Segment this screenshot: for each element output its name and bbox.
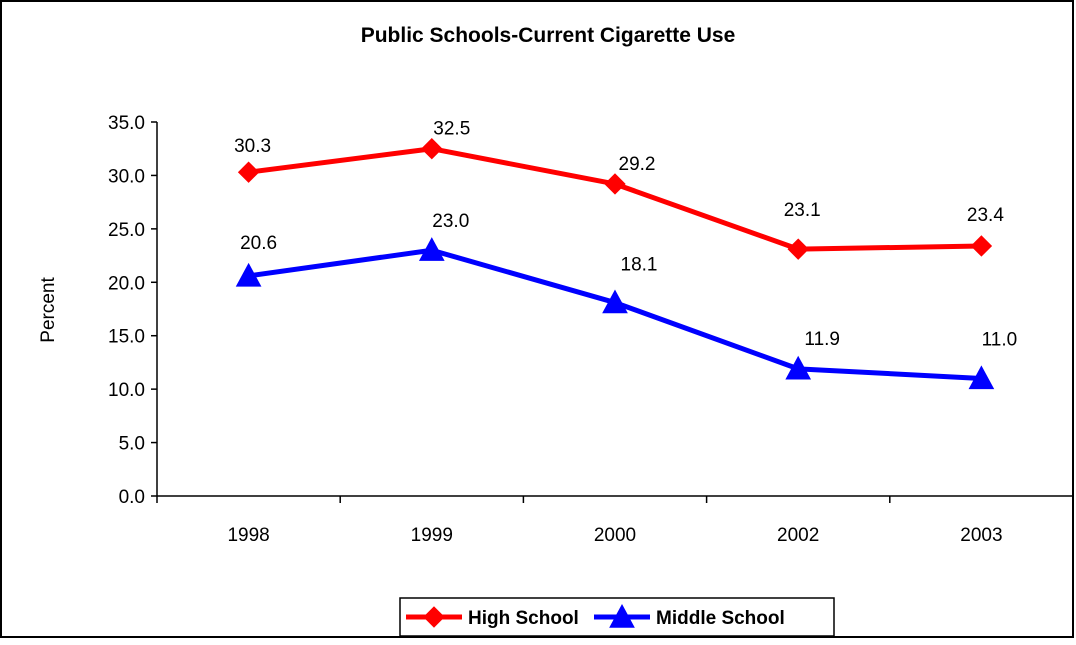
data-label: 29.2 (619, 154, 656, 175)
x-tick-label: 2002 (777, 525, 819, 546)
data-point (785, 355, 812, 380)
x-tick-label: 1998 (227, 525, 269, 546)
axes: 0.0 5.0 10.0 15.0 20.0 25.0 30.0 35.0 1998 1999 20… (108, 113, 1074, 546)
data-label: 11.9 (804, 329, 840, 350)
series-middle-school: 20.6 23.0 18.1 11.9 11.0 (235, 211, 1018, 390)
data-label: 20.6 (240, 233, 277, 254)
data-label: 18.1 (621, 255, 658, 276)
x-tick-label: 2000 (594, 525, 636, 546)
chart-title: Public Schools-Current Cigarette Use (361, 24, 736, 47)
y-tick-label: 35.0 (108, 113, 145, 134)
y-tick-label: 10.0 (108, 380, 145, 401)
legend-swatch-marker (423, 606, 445, 628)
data-label: 32.5 (433, 119, 470, 140)
y-tick-label: 5.0 (119, 434, 145, 455)
y-axis-label: Percent (38, 277, 59, 343)
x-tick-label: 2003 (960, 525, 1002, 546)
data-point (237, 161, 260, 183)
y-tick-label: 0.0 (119, 487, 145, 508)
data-label: 23.4 (967, 205, 1004, 226)
legend: High School Middle School (399, 597, 835, 637)
data-point (421, 138, 443, 160)
plot-area: 30.3 32.5 29.2 23.1 23.4 20.6 23.0 18.1 11.9 11.0 (234, 119, 1018, 390)
data-label: 11.0 (982, 329, 1018, 350)
legend-swatch-marker (609, 603, 635, 628)
data-point (602, 289, 628, 314)
data-point (418, 237, 445, 261)
y-tick-label: 25.0 (108, 220, 145, 241)
legend-label: Middle School (656, 608, 785, 629)
legend-item-high-school: High School (406, 606, 579, 629)
data-point (968, 365, 995, 390)
y-tick-label: 30.0 (108, 166, 145, 187)
data-label: 23.0 (432, 211, 469, 232)
series-high-school: 30.3 32.5 29.2 23.1 23.4 (234, 119, 1004, 260)
y-tick-label: 20.0 (108, 273, 145, 294)
legend-item-middle-school: Middle School (594, 603, 785, 629)
legend-label: High School (468, 608, 579, 629)
x-tick-label: 1999 (411, 525, 453, 546)
data-point (787, 238, 809, 260)
data-point (970, 235, 993, 257)
data-label: 30.3 (234, 136, 271, 157)
data-label: 23.1 (784, 200, 821, 221)
y-tick-label: 15.0 (108, 327, 145, 348)
data-point (235, 262, 262, 287)
data-point (604, 173, 626, 195)
